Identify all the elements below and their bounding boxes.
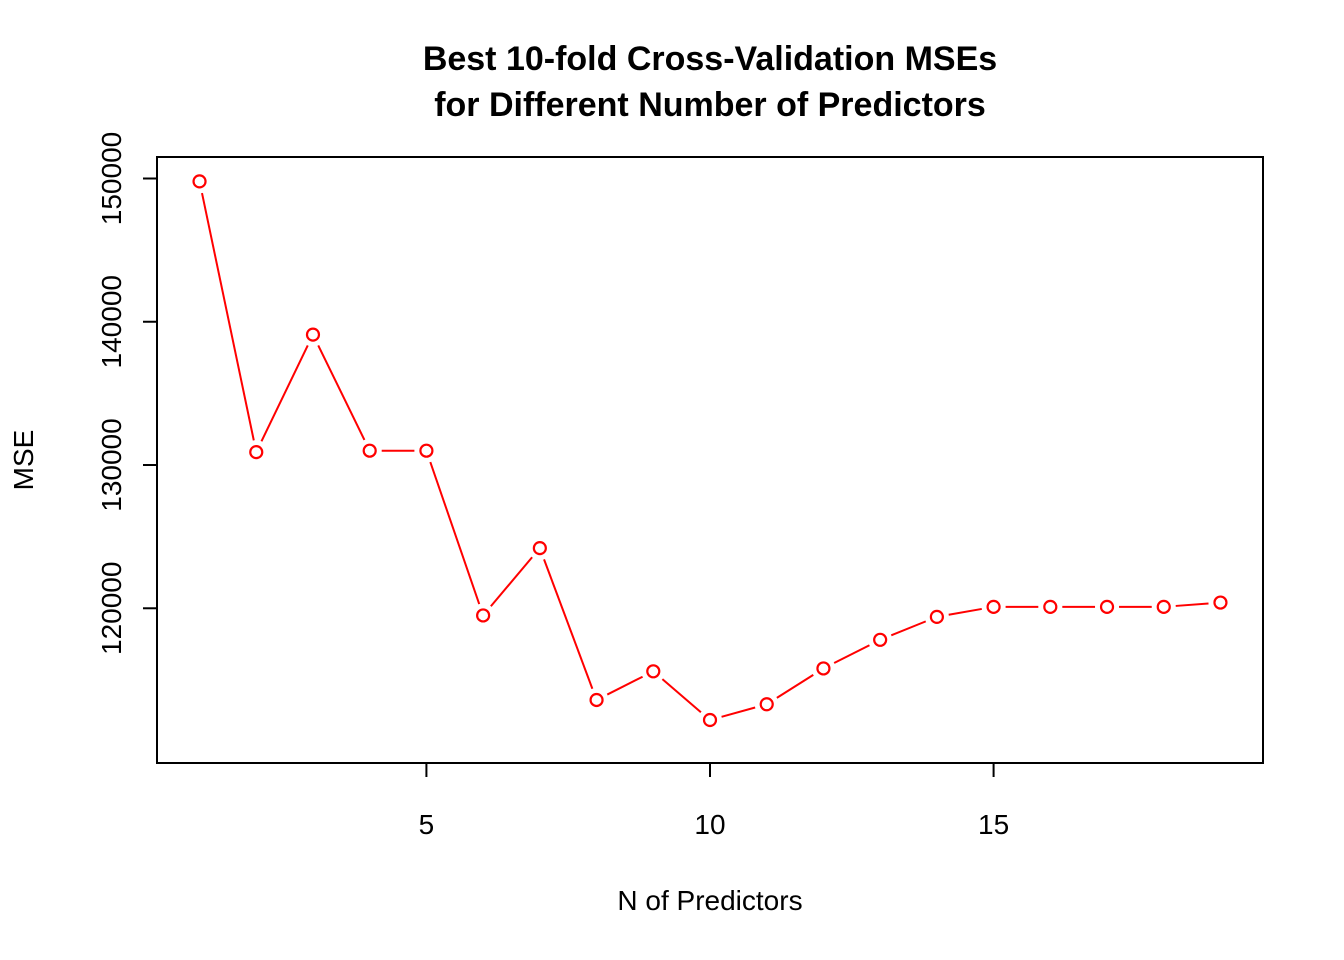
data-point [929,609,944,624]
data-point [1213,595,1228,610]
series-segment [948,607,982,616]
x-tick-label: 15 [978,809,1009,840]
series-segment [661,678,702,713]
y-axis: 120000 130000 140000 150000 [96,132,158,655]
data-point [249,445,264,460]
data-point [986,599,1001,614]
data-point [476,608,491,623]
x-axis: 5 10 15 [419,762,1009,840]
series-segment [201,192,255,441]
data-point [362,443,377,458]
series-segment [260,345,309,442]
data-point [1043,599,1058,614]
data-point [873,632,888,647]
plot-frame [156,156,1264,764]
data-point [1156,599,1171,614]
series-segment [543,558,594,690]
y-tick-label: 130000 [96,418,127,511]
series-segment [721,706,756,718]
y-axis-label: MSE [8,430,39,491]
series-segment [490,556,533,607]
data-point [702,712,718,728]
series-segment [833,644,870,664]
y-tick-label: 120000 [96,562,127,655]
data-point [419,443,434,458]
data-point [532,541,547,556]
series-segment [317,344,366,441]
data-point [589,692,604,708]
y-tick-label: 140000 [96,275,127,368]
y-tick-label: 150000 [96,132,127,225]
x-tick-label: 5 [419,809,435,840]
data-point [759,697,774,712]
data-point [646,664,661,679]
x-tick-label: 10 [694,809,725,840]
data-point [1099,599,1115,614]
mse-series-line [201,192,1209,718]
x-axis-label: N of Predictors [617,885,802,916]
series-segment [606,675,644,696]
series-segment [429,461,481,605]
data-point [192,174,207,189]
data-point [816,661,831,676]
series-segment [890,620,927,637]
chart-title-line-1: Best 10-fold Cross-Validation MSEs [423,40,997,78]
chart-title-line-2: for Different Number of Predictors [434,86,986,124]
mse-series-points [192,174,1228,728]
series-segment [1175,602,1209,607]
series-segment [776,674,814,699]
data-point [305,327,321,342]
